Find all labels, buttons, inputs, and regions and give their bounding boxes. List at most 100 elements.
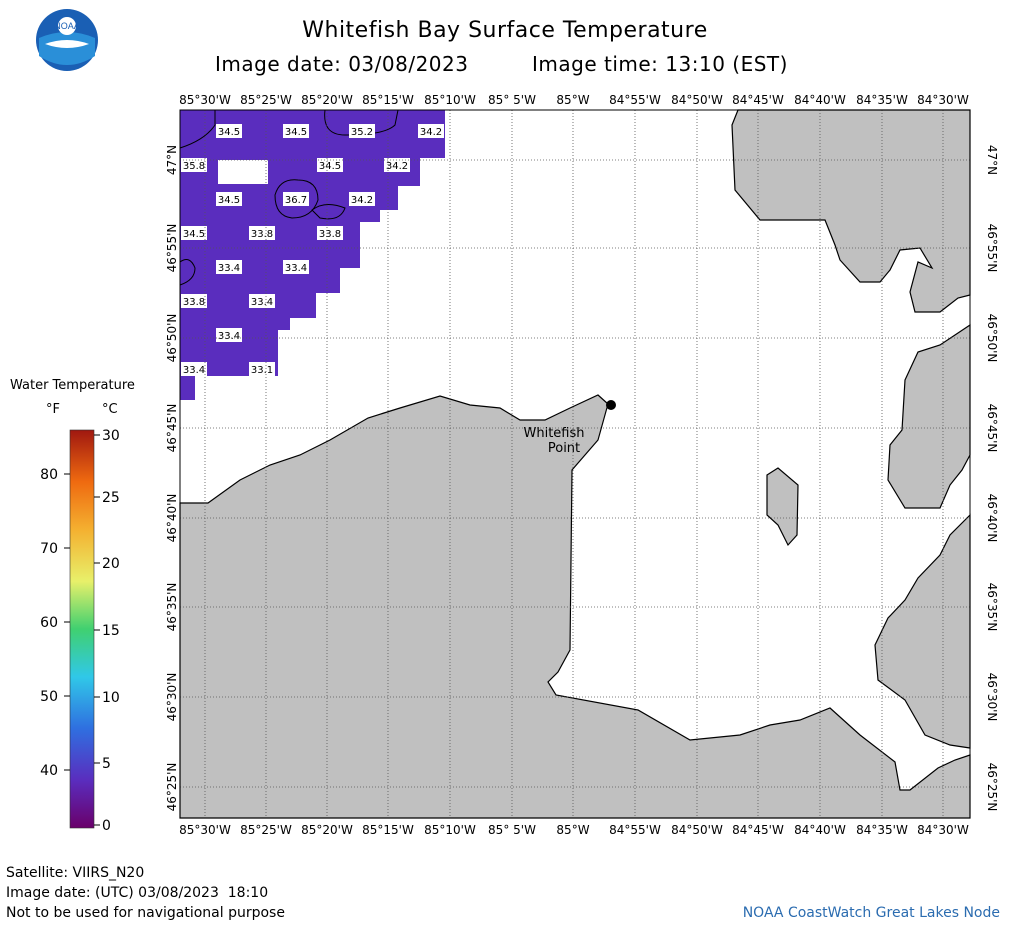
image-time: Image time: 13:10 (EST) bbox=[532, 52, 788, 76]
lon-label-top: 85°15'W bbox=[362, 93, 414, 107]
lon-label-bottom: 85°10'W bbox=[424, 823, 476, 837]
lon-label-bottom: 84°30'W bbox=[917, 823, 969, 837]
svg-text:34.5: 34.5 bbox=[218, 195, 240, 206]
lon-label-top: 84°45'W bbox=[732, 93, 784, 107]
lat-label-right: 46°35'N bbox=[985, 583, 999, 632]
lon-label-bottom: 85° 5'W bbox=[488, 823, 536, 837]
lon-label-top: 84°55'W bbox=[609, 93, 661, 107]
temperature-label: 33.4 bbox=[181, 362, 207, 376]
svg-text:36.7: 36.7 bbox=[285, 195, 307, 206]
svg-text:34.2: 34.2 bbox=[420, 127, 442, 138]
lon-label-top: 85°W bbox=[556, 93, 589, 107]
temperature-label: 34.2 bbox=[418, 124, 444, 138]
svg-text:33.4: 33.4 bbox=[183, 365, 205, 376]
lon-label-bottom: 85°W bbox=[556, 823, 589, 837]
temperature-label: 34.2 bbox=[349, 192, 375, 206]
lon-label-top: 85°20'W bbox=[301, 93, 353, 107]
lat-label-left: 46°45'N bbox=[165, 404, 179, 453]
lon-label-bottom: 85°25'W bbox=[240, 823, 292, 837]
c-tick-label: 30 bbox=[102, 428, 120, 444]
svg-text:33.4: 33.4 bbox=[285, 263, 307, 274]
f-tick-label: 40 bbox=[40, 763, 58, 779]
f-tick-label: 70 bbox=[40, 541, 58, 557]
latitude-labels-right: 47°N 46°55'N 46°50'N 46°45'N 46°40'N 46°35'N 4… bbox=[985, 145, 999, 812]
longitude-labels-top: 85°30'W 85°25'W 85°20'W 85°15'W 85°10'W 85° 5… bbox=[179, 93, 969, 107]
whitefish-point-marker bbox=[606, 400, 616, 410]
svg-text:33.8: 33.8 bbox=[183, 297, 205, 308]
f-tick-label: 60 bbox=[40, 615, 58, 631]
svg-text:34.5: 34.5 bbox=[285, 127, 307, 138]
lat-label-left: 47°N bbox=[165, 145, 179, 175]
svg-text:33.4: 33.4 bbox=[218, 331, 240, 342]
longitude-labels-bottom: 85°30'W 85°25'W 85°20'W 85°15'W 85°10'W 85° 5… bbox=[179, 823, 969, 837]
lat-label-right: 46°45'N bbox=[985, 404, 999, 453]
lat-label-left: 46°55'N bbox=[165, 224, 179, 273]
lat-label-left: 46°25'N bbox=[165, 763, 179, 812]
svg-text:34.5: 34.5 bbox=[183, 229, 205, 240]
temperature-labels: 34.5 34.5 35.2 34.2 35.8 34.5 34.2 34.5 36.7 34.2… bbox=[181, 124, 444, 376]
lon-label-bottom: 84°35'W bbox=[856, 823, 908, 837]
temperature-label: 33.4 bbox=[216, 260, 242, 274]
map-frame bbox=[179, 109, 971, 819]
svg-text:34.5: 34.5 bbox=[319, 161, 341, 172]
lon-label-bottom: 85°30'W bbox=[179, 823, 231, 837]
place-label-line1: Whitefish bbox=[523, 426, 584, 441]
satellite-info: Satellite: VIIRS_N20 bbox=[6, 865, 145, 881]
temperature-label: 34.5 bbox=[317, 158, 343, 172]
place-label-line2: Point bbox=[548, 441, 580, 456]
temperature-label: 34.5 bbox=[181, 226, 207, 240]
lon-label-top: 84°50'W bbox=[671, 93, 723, 107]
color-bar bbox=[69, 429, 95, 829]
temperature-label: 36.7 bbox=[283, 192, 309, 206]
f-tick-label: 80 bbox=[40, 467, 58, 483]
svg-text:33.4: 33.4 bbox=[251, 297, 273, 308]
lon-label-bottom: 84°40'W bbox=[794, 823, 846, 837]
logo-text: NOAA bbox=[54, 21, 80, 31]
lat-label-left: 46°30'N bbox=[165, 673, 179, 722]
temperature-label: 35.2 bbox=[349, 124, 375, 138]
temperature-label: 33.8 bbox=[181, 294, 207, 308]
land-ontario-north bbox=[731, 109, 971, 313]
lon-label-top: 85° 5'W bbox=[488, 93, 536, 107]
lon-label-bottom: 85°15'W bbox=[362, 823, 414, 837]
temperature-label: 34.5 bbox=[216, 192, 242, 206]
c-tick-label: 0 bbox=[102, 818, 111, 834]
land-upper-peninsula bbox=[179, 394, 971, 819]
temperature-label: 33.8 bbox=[249, 226, 275, 240]
svg-text:34.2: 34.2 bbox=[351, 195, 373, 206]
map-title: Whitefish Bay Surface Temperature bbox=[302, 18, 708, 43]
no-data-patch bbox=[218, 160, 268, 184]
lon-label-top: 85°25'W bbox=[240, 93, 292, 107]
lat-label-right: 47°N bbox=[985, 145, 999, 175]
c-tick-label: 15 bbox=[102, 623, 120, 639]
svg-text:35.8: 35.8 bbox=[183, 161, 205, 172]
lat-label-right: 46°30'N bbox=[985, 673, 999, 722]
credit-link[interactable]: NOAA CoastWatch Great Lakes Node bbox=[742, 905, 1000, 921]
temperature-label: 33.4 bbox=[249, 294, 275, 308]
land-ontario-southeast bbox=[874, 513, 971, 749]
temperature-label: 35.8 bbox=[181, 158, 207, 172]
temperature-label: 33.4 bbox=[216, 328, 242, 342]
lon-label-bottom: 84°50'W bbox=[671, 823, 723, 837]
island bbox=[766, 467, 799, 547]
legend-title: Water Temperature bbox=[10, 378, 135, 393]
lon-label-top: 84°30'W bbox=[917, 93, 969, 107]
utc-date: Image date: (UTC) 03/08/2023 18:10 bbox=[6, 885, 269, 901]
lat-lon-grid bbox=[180, 110, 970, 818]
legend-unit-c: °C bbox=[102, 402, 118, 417]
lat-label-right: 46°40'N bbox=[985, 494, 999, 543]
svg-text:34.2: 34.2 bbox=[386, 161, 408, 172]
svg-text:33.8: 33.8 bbox=[251, 229, 273, 240]
lon-label-bottom: 84°45'W bbox=[732, 823, 784, 837]
latitude-labels-left: 47°N 46°55'N 46°50'N 46°45'N 46°40'N 46°35'N 4… bbox=[165, 145, 179, 812]
temperature-label: 34.5 bbox=[283, 124, 309, 138]
lat-label-left: 46°50'N bbox=[165, 314, 179, 363]
lon-label-top: 84°35'W bbox=[856, 93, 908, 107]
temperature-label: 33.1 bbox=[249, 362, 275, 376]
temperature-label: 33.8 bbox=[317, 226, 343, 240]
svg-text:35.2: 35.2 bbox=[351, 127, 373, 138]
water-temperature-field bbox=[180, 110, 445, 400]
lon-label-top: 85°10'W bbox=[424, 93, 476, 107]
lon-label-top: 85°30'W bbox=[179, 93, 231, 107]
